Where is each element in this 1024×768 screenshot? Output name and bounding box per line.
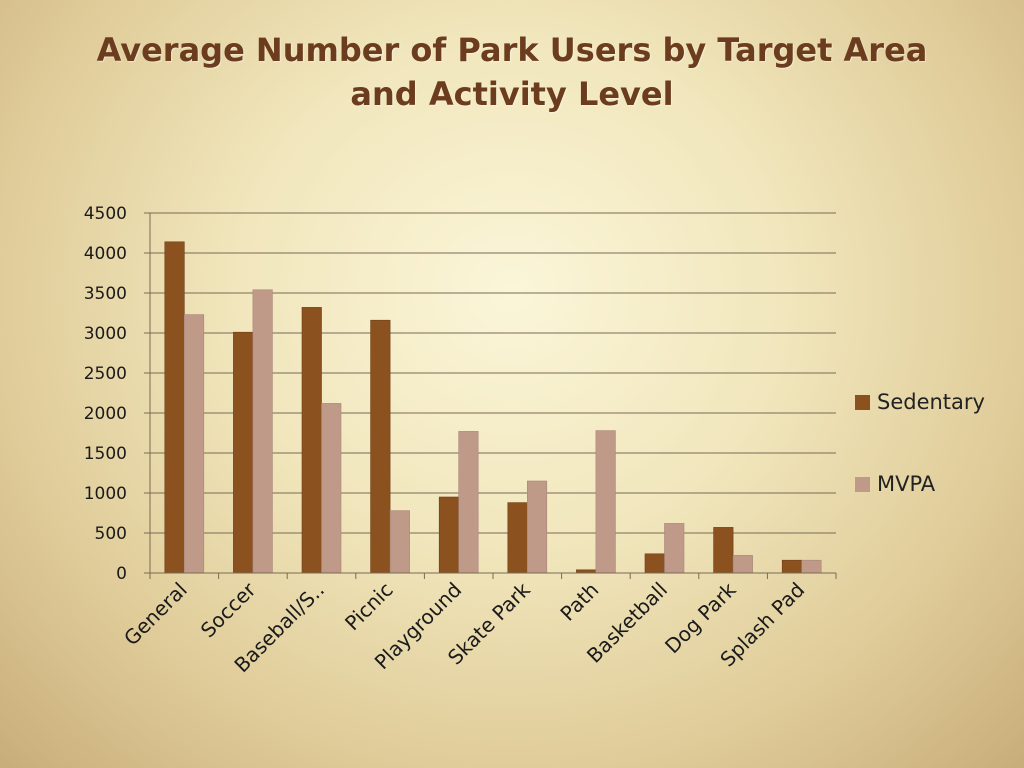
bar-mvpa-baseball-s — [321, 403, 342, 574]
y-tick-labels: 0 500 1000 1500 2000 2500 3000 3500 4000 4500 — [84, 204, 127, 584]
axes — [144, 212, 837, 579]
bar-mvpa-dog-park — [732, 555, 753, 574]
bars — [164, 241, 822, 574]
y-tick-label-2000: 2000 — [84, 404, 127, 424]
bar-mvpa-soccer — [252, 289, 273, 574]
legend-label-mvpa: MVPA — [877, 472, 936, 496]
bar-mvpa-skate-park — [526, 480, 548, 574]
chart-title-line-2: and Activity Level — [350, 75, 674, 113]
bar-sedentary-playground — [438, 496, 460, 574]
y-tick-label-4000: 4000 — [84, 244, 127, 264]
legend: Sedentary MVPA — [855, 388, 985, 498]
bar-sedentary-splash-pad — [781, 559, 803, 574]
legend-item-sedentary: Sedentary — [855, 388, 985, 416]
bar-mvpa-path — [595, 430, 616, 574]
bar-sedentary-soccer — [233, 331, 254, 574]
bar-mvpa-splash-pad — [801, 559, 822, 574]
y-tick-label-500: 500 — [95, 524, 127, 544]
x-tick-label-general: General — [119, 578, 192, 651]
bar-mvpa-playground — [458, 431, 479, 574]
bar-sedentary-skate-park — [507, 502, 528, 574]
bar-sedentary-picnic — [370, 319, 391, 574]
bar-mvpa-basketball — [664, 523, 685, 574]
bar-sedentary-baseball-s — [301, 307, 322, 574]
bar-sedentary-basketball — [644, 553, 665, 574]
chart-title: Average Number of Park Users by Target A… — [0, 28, 1024, 116]
y-tick-label-3000: 3000 — [84, 324, 127, 344]
y-tick-label-0: 0 — [116, 564, 127, 584]
y-tick-label-2500: 2500 — [84, 364, 127, 384]
bar-mvpa-picnic — [389, 510, 410, 574]
x-tick-label-path: Path — [555, 578, 603, 626]
legend-swatch-mvpa — [855, 476, 870, 492]
bar-sedentary-general — [164, 241, 185, 574]
legend-item-mvpa: MVPA — [855, 470, 985, 498]
x-tick-label-soccer: Soccer — [196, 577, 261, 642]
legend-label-sedentary: Sedentary — [877, 390, 985, 414]
x-tick-label-picnic: Picnic — [340, 578, 398, 636]
bar-sedentary-dog-park — [713, 527, 734, 574]
y-tick-label-1500: 1500 — [84, 444, 127, 464]
y-tick-label-1000: 1000 — [84, 484, 127, 504]
legend-swatch-sedentary — [855, 394, 870, 410]
bar-mvpa-general — [184, 314, 205, 574]
y-tick-label-3500: 3500 — [84, 284, 127, 304]
y-tick-label-4500: 4500 — [84, 204, 127, 224]
chart-title-line-1: Average Number of Park Users by Target A… — [96, 31, 928, 69]
